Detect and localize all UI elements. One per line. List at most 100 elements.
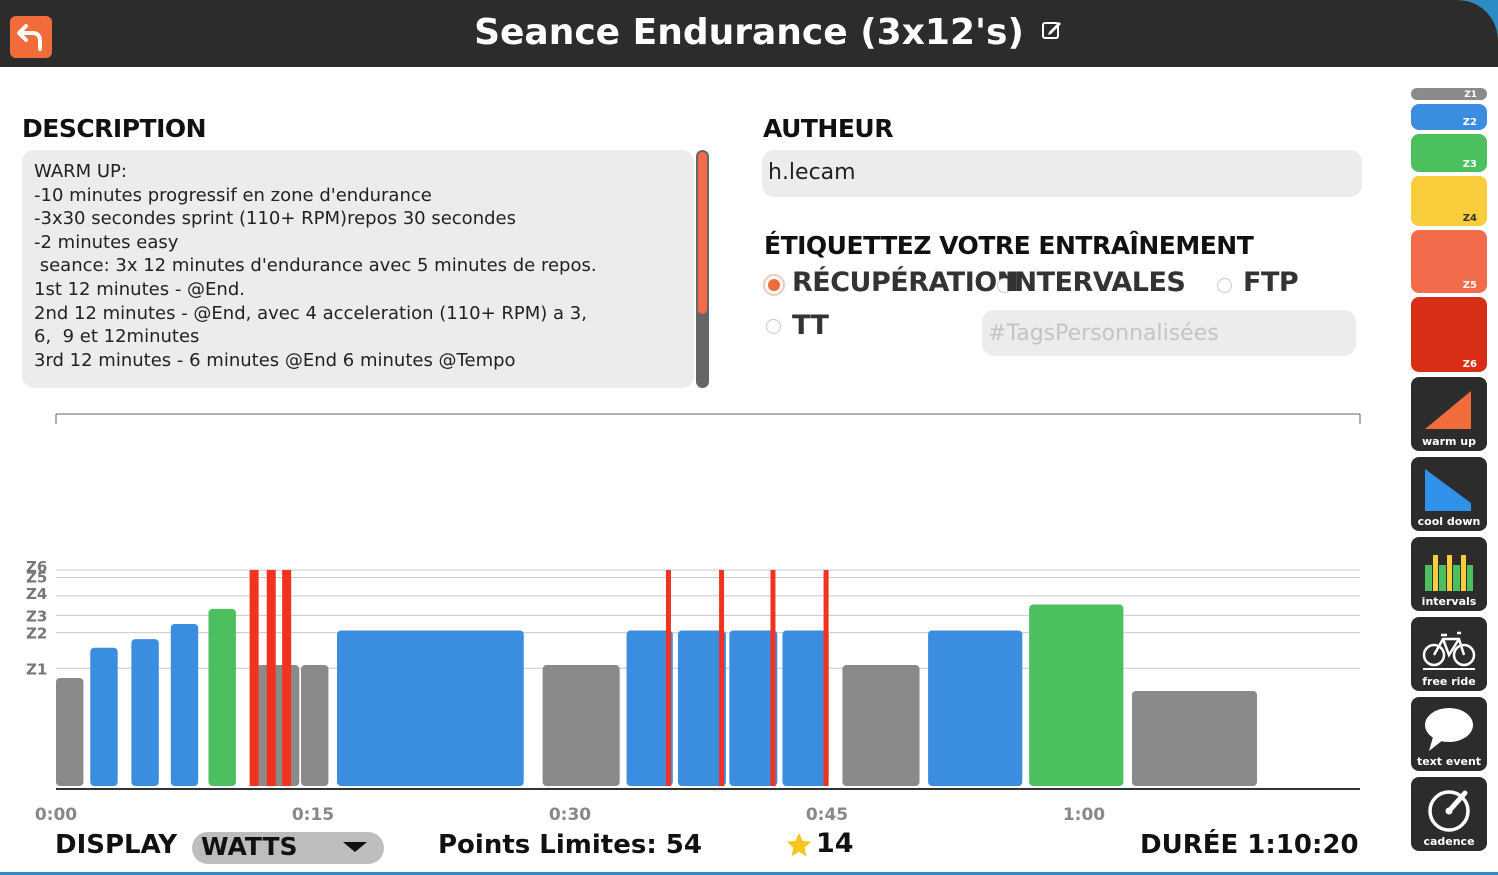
chevron-down-icon <box>343 842 367 852</box>
description-line: 1st 12 minutes - @End. <box>34 278 245 300</box>
description-textarea[interactable]: WARM UP: -10 minutes progressif en zone … <box>22 150 694 388</box>
workout-block <box>626 630 673 786</box>
workout-block <box>56 678 84 786</box>
workout-title: Seance Endurance (3x12's) <box>474 12 1024 53</box>
back-button[interactable] <box>10 16 52 58</box>
description-line: -3x30 secondes sprint (110+ RPM)repos 30… <box>34 208 516 230</box>
zone-z3-button[interactable]: Z3 <box>1411 134 1487 172</box>
zone-z6-button[interactable]: Z6 <box>1411 297 1487 372</box>
tool-label: cadence <box>1423 835 1475 848</box>
sprint-interval <box>719 570 725 786</box>
cadence-icon <box>1428 790 1470 832</box>
star-icon <box>786 832 812 857</box>
zone-axis-label: Z3 <box>26 607 47 625</box>
x-tick-label: 0:15 <box>292 805 334 820</box>
stars-count: 14 <box>816 828 854 859</box>
author-field[interactable]: h.lecam <box>762 150 1362 197</box>
text-event-button[interactable]: text event <box>1411 697 1487 771</box>
zone-z1-button[interactable]: Z1 <box>1411 88 1487 100</box>
x-tick-label: 1:00 <box>1063 805 1105 820</box>
workout-block <box>90 647 118 786</box>
x-tick-label: 0:30 <box>549 805 591 820</box>
zone-z5-button[interactable]: Z5 <box>1411 230 1487 293</box>
zone-z4-button[interactable]: Z4 <box>1411 176 1487 226</box>
workout-duration: DURÉE 1:10:20 <box>1140 830 1359 860</box>
intervals-button[interactable]: intervals <box>1411 537 1487 611</box>
zone-axis-label: Z5 <box>26 569 47 587</box>
workout-block <box>928 630 1023 786</box>
description-line: -2 minutes easy <box>34 231 179 253</box>
cool-down-button[interactable]: cool down <box>1411 457 1487 531</box>
sprint-interval <box>770 570 776 786</box>
radio-intervales[interactable] <box>997 278 1012 293</box>
speech-bubble-icon <box>1425 708 1473 751</box>
workout-block <box>170 624 199 786</box>
radio-label-recuperation[interactable]: RÉCUPÉRATION <box>792 267 1019 298</box>
sprint-interval <box>823 570 829 786</box>
zone-label: Z6 <box>1462 359 1477 370</box>
workout-block <box>301 665 329 786</box>
tool-label: intervals <box>1421 595 1477 608</box>
free-ride-button[interactable]: free ride <box>1411 617 1487 691</box>
header-bar: Seance Endurance (3x12's) <box>0 0 1498 67</box>
zone-axis-label: Z4 <box>26 585 47 603</box>
workout-block <box>842 665 920 786</box>
workout-block <box>256 665 300 786</box>
radio-recuperation[interactable] <box>763 274 785 296</box>
edit-icon[interactable] <box>1040 18 1064 42</box>
cadence-button[interactable]: cadence <box>1411 777 1487 851</box>
sprint-interval <box>282 570 292 786</box>
description-line: seance: 3x 12 minutes d'endurance avec 5… <box>34 255 597 277</box>
sprint-interval <box>266 570 276 786</box>
workout-block <box>542 665 620 786</box>
zone-label: Z2 <box>1462 117 1477 128</box>
workout-block <box>336 630 524 786</box>
warm-up-button[interactable]: warm up <box>1411 377 1487 451</box>
workout-block <box>1029 604 1124 786</box>
sprint-interval <box>665 570 671 786</box>
display-unit-select[interactable]: WATTS <box>192 832 384 864</box>
workout-chart[interactable]: Z1 Z2 Z3 Z4 Z5 Z6 0:00 0:15 0:30 0:45 1:00 <box>0 400 1400 820</box>
radio-label-tt[interactable]: TT <box>792 310 829 341</box>
workout-block <box>677 630 726 786</box>
workout-block <box>729 630 778 786</box>
warm-up-icon <box>1425 391 1471 429</box>
back-arrow-icon <box>17 24 42 51</box>
intervals-icon <box>1425 555 1473 591</box>
zone-axis-label: Z6 <box>26 558 47 576</box>
zone-label: Z1 <box>1464 90 1477 100</box>
description-line: WARM UP: <box>34 161 127 182</box>
author-value: h.lecam <box>768 160 856 185</box>
bicycle-icon <box>1422 631 1476 670</box>
workout-block <box>782 630 829 786</box>
tool-label: cool down <box>1417 515 1481 528</box>
custom-tags-input[interactable] <box>982 310 1356 356</box>
radio-label-intervales[interactable]: INTERVALES <box>1005 267 1186 298</box>
display-label: DISPLAY <box>55 830 178 860</box>
tool-label: text event <box>1416 755 1482 768</box>
description-line: -10 minutes progressif en zone d'enduran… <box>34 184 432 206</box>
description-line: 3rd 12 minutes - 6 minutes @End 6 minute… <box>34 349 516 371</box>
zone-axis-label: Z2 <box>26 625 47 643</box>
workout-block <box>1131 690 1258 786</box>
radio-label-ftp[interactable]: FTP <box>1243 267 1299 298</box>
cool-down-icon <box>1425 469 1471 511</box>
zone-z2-button[interactable]: Z2 <box>1411 104 1487 130</box>
tool-label: free ride <box>1422 675 1476 688</box>
sprint-interval <box>249 570 259 786</box>
points-limites: Points Limites: 54 <box>438 830 702 860</box>
display-unit-value: WATTS <box>201 832 298 861</box>
description-line: 6, 9 et 12minutes <box>34 326 200 348</box>
radio-ftp[interactable] <box>1217 278 1232 293</box>
zone-label: Z3 <box>1462 159 1477 170</box>
description-heading: DESCRIPTION <box>22 114 207 143</box>
description-line: 2nd 12 minutes - @End, avec 4 accelerati… <box>34 302 587 324</box>
workout-block <box>131 639 159 786</box>
radio-tt[interactable] <box>766 319 781 334</box>
description-scrollbar-thumb[interactable] <box>698 152 707 314</box>
workout-block <box>208 608 236 786</box>
tool-label: warm up <box>1421 435 1476 448</box>
zone-axis-label: Z1 <box>26 660 47 678</box>
